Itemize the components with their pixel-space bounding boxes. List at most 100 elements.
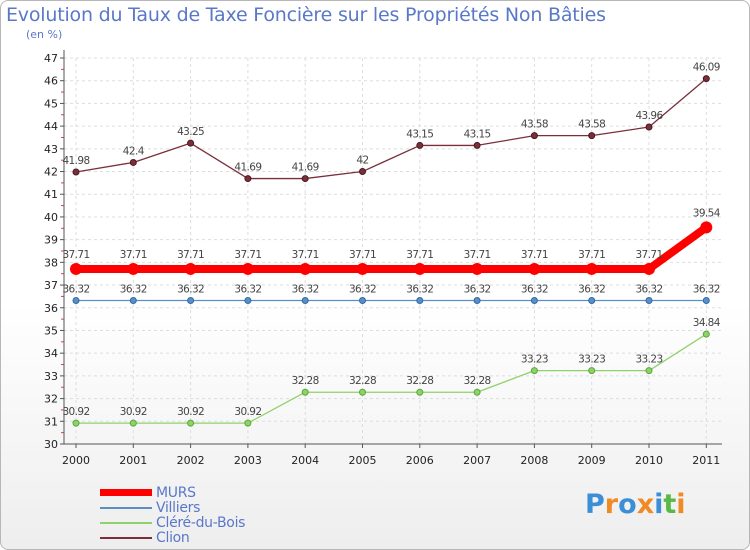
data-point (530, 132, 538, 140)
data-point (127, 262, 140, 275)
data-label: 37.71 (292, 249, 319, 261)
data-label: 32.28 (406, 375, 433, 387)
data-label: 46.09 (693, 62, 720, 74)
data-point (702, 75, 710, 83)
data-label: 30.92 (177, 406, 204, 418)
data-label: 36.32 (635, 283, 662, 295)
data-point (301, 388, 309, 396)
y-tick-label: 34 (44, 347, 58, 360)
y-tick-label: 41 (44, 188, 58, 201)
legend-label-clion: Clion (156, 530, 190, 546)
series-line-clion (75, 78, 707, 180)
chart-subtitle: (en %) (26, 28, 63, 41)
data-point (530, 296, 538, 304)
data-label: 36.32 (177, 283, 204, 295)
x-tick-label: 2002 (177, 454, 205, 467)
data-point (702, 330, 710, 338)
y-tick-label: 44 (44, 120, 58, 133)
data-label: 36.32 (693, 283, 720, 295)
logo-letter: r (604, 489, 619, 520)
data-label: 36.32 (406, 283, 433, 295)
data-label: 36.32 (234, 283, 261, 295)
data-point (244, 419, 252, 427)
y-tick-label: 30 (44, 438, 58, 451)
data-label: 36.32 (521, 283, 548, 295)
data-label: 39.54 (693, 207, 721, 219)
data-point (72, 168, 80, 176)
y-tick-label: 37 (44, 279, 58, 292)
x-tick-label: 2000 (62, 454, 90, 467)
data-point (244, 175, 252, 183)
data-point (588, 296, 596, 304)
x-tick-label: 2007 (463, 454, 491, 467)
legend-label-clere-du-bois: Cléré-du-Bois (156, 515, 246, 531)
data-point (129, 419, 137, 427)
data-label: 33.23 (635, 354, 662, 366)
y-tick-label: 39 (44, 234, 58, 247)
y-tick-label: 45 (44, 97, 58, 110)
x-tick-label: 2006 (406, 454, 434, 467)
data-point (413, 262, 426, 275)
legend-swatch-murs (100, 489, 152, 496)
x-tick-label: 2003 (234, 454, 262, 467)
data-point (187, 419, 195, 427)
x-tick-label: 2009 (578, 454, 606, 467)
data-point (645, 296, 653, 304)
data-point (702, 296, 710, 304)
data-label: 36.32 (292, 283, 319, 295)
data-label: 37.71 (177, 249, 204, 261)
data-label: 42.4 (123, 145, 145, 157)
data-label: 37.71 (62, 249, 89, 261)
legend-label-murs: MURS (156, 485, 196, 501)
data-point (187, 139, 195, 147)
logo-letter: i (676, 489, 686, 520)
data-point (244, 296, 252, 304)
logo-letter: x (636, 489, 655, 520)
data-point (301, 175, 309, 183)
y-tick-label: 46 (44, 75, 58, 88)
series-line-murs (76, 224, 709, 273)
data-point (528, 262, 541, 275)
x-tick-label: 2011 (692, 454, 720, 467)
data-point (416, 296, 424, 304)
data-label: 37.71 (120, 249, 147, 261)
data-point (356, 262, 369, 275)
y-tick-label: 40 (44, 211, 58, 224)
data-label: 30.92 (120, 406, 147, 418)
data-point (359, 296, 366, 304)
data-label: 43.58 (521, 119, 548, 131)
data-point (72, 419, 80, 427)
data-label: 37.71 (234, 249, 261, 261)
data-label: 36.32 (62, 283, 89, 295)
data-point (187, 296, 195, 304)
legend-swatch-clion (100, 537, 152, 539)
proxiti-logo: Proxiti (585, 489, 686, 520)
data-label: 36.32 (120, 283, 147, 295)
y-tick-label: 31 (44, 415, 58, 428)
data-point (530, 367, 538, 375)
logo-letter: i (654, 489, 664, 520)
x-tick-label: 2005 (349, 454, 377, 467)
data-label: 37.71 (406, 249, 433, 261)
y-tick-label: 36 (44, 302, 58, 315)
data-label: 43.15 (464, 128, 491, 140)
data-label: 41.69 (234, 162, 261, 174)
y-tick-label: 42 (44, 166, 58, 179)
x-tick-label: 2008 (520, 454, 548, 467)
y-tick-label: 35 (44, 324, 58, 337)
y-tick-label: 32 (44, 393, 58, 406)
data-point (129, 296, 137, 304)
data-label: 37.71 (635, 249, 662, 261)
data-point (129, 158, 137, 166)
data-label: 43.25 (177, 126, 204, 138)
data-point (645, 367, 653, 375)
data-point (301, 296, 309, 304)
data-point (588, 132, 596, 140)
data-label: 32.28 (349, 375, 376, 387)
data-point (72, 296, 80, 304)
data-label: 37.71 (349, 249, 376, 261)
data-point (471, 262, 484, 275)
data-label: 32.28 (464, 375, 491, 387)
data-label: 36.32 (578, 283, 605, 295)
